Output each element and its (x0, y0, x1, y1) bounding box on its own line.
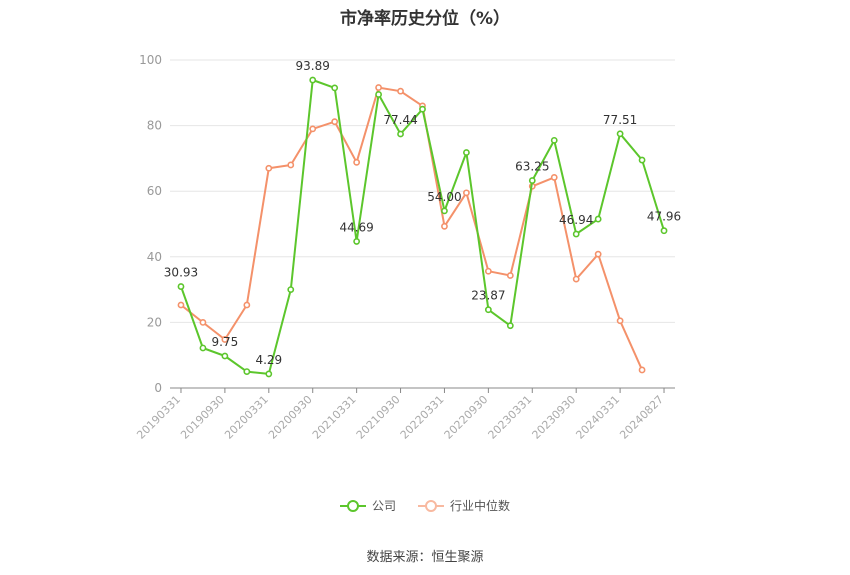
chart-title: 市净率历史分位（%） (339, 9, 511, 29)
company-point-4 (265, 370, 273, 378)
y-tick-label: 0 (154, 381, 162, 395)
company-point-9 (375, 91, 382, 98)
data-label-6: 93.89 (296, 59, 330, 73)
industry-point-5 (287, 161, 295, 169)
company-point-19 (594, 215, 602, 223)
legend: 公司 行业中位数 (0, 497, 850, 514)
company-point-1 (199, 344, 207, 352)
industry-point-19 (594, 250, 602, 258)
legend-company-marker (339, 499, 366, 513)
industry-point-15 (506, 272, 514, 279)
x-tick-label: 20210930 (354, 393, 403, 442)
company-point-13 (463, 149, 470, 156)
industry-point-18 (572, 275, 580, 283)
industry-point-10 (397, 87, 404, 95)
x-tick-label: 20240827 (617, 393, 666, 442)
company-point-14 (484, 306, 492, 314)
legend-item-company[interactable]: 公司 (339, 497, 396, 514)
industry-point-6 (309, 125, 317, 133)
company-point-20 (616, 130, 624, 138)
industry-point-1 (199, 318, 207, 326)
company-point-11 (419, 105, 426, 113)
industry-point-4 (265, 164, 273, 172)
series-line-industry-median (180, 86, 644, 371)
industry-point-9 (375, 84, 382, 91)
industry-point-20 (616, 317, 624, 325)
company-point-3 (243, 368, 251, 375)
data-label-20: 77.51 (603, 113, 637, 127)
company-point-2 (221, 352, 229, 360)
company-point-21 (638, 156, 646, 164)
x-tick-label: 20190930 (178, 393, 227, 442)
company-point-0 (177, 283, 185, 290)
company-point-8 (353, 238, 361, 245)
y-tick-label: 100 (139, 53, 162, 67)
industry-point-8 (353, 158, 361, 166)
x-tick-label: 20230331 (486, 393, 535, 442)
y-tick-label: 20 (147, 315, 162, 329)
x-tick-label: 20210331 (310, 393, 359, 442)
legend-industry-marker (418, 499, 444, 513)
y-tick-label: 80 (147, 119, 162, 133)
industry-point-13 (463, 189, 470, 197)
source-note: 数据来源：恒生聚源 (366, 550, 484, 565)
y-tick-label: 60 (147, 184, 162, 198)
company-point-15 (506, 322, 514, 330)
company-point-6 (309, 76, 317, 84)
industry-point-7 (331, 118, 339, 126)
company-point-16 (528, 177, 536, 184)
company-point-7 (331, 84, 339, 92)
company-point-5 (287, 286, 295, 293)
legend-industry-label: 行业中位数 (450, 499, 511, 513)
industry-point-12 (441, 222, 448, 230)
industry-point-3 (243, 301, 251, 309)
x-tick-label: 20200930 (266, 393, 315, 442)
data-label-18: 46.94 (559, 213, 593, 227)
data-label-8: 44.69 (339, 220, 373, 234)
company-point-10 (397, 130, 404, 138)
data-label-16: 63.25 (515, 160, 549, 174)
data-label-14: 23.87 (471, 289, 505, 303)
data-label-4: 4.29 (255, 353, 282, 367)
data-label-10: 77.44 (383, 113, 417, 127)
legend-item-industry-median[interactable]: 行业中位数 (418, 497, 510, 514)
industry-point-17 (550, 174, 558, 181)
x-tick-label: 20230930 (530, 393, 579, 442)
data-label-12: 54.00 (427, 190, 461, 204)
x-tick-label: 20220331 (398, 393, 447, 442)
x-tick-label: 20240331 (573, 393, 622, 442)
data-label-0: 30.93 (164, 266, 198, 280)
legend-company-label: 公司 (371, 499, 396, 513)
x-tick-label: 20220930 (442, 393, 491, 442)
x-tick-label: 20200331 (222, 393, 271, 442)
industry-point-0 (177, 301, 185, 309)
y-tick-label: 40 (147, 250, 162, 264)
industry-point-14 (484, 267, 492, 275)
data-label-2: 9.75 (212, 335, 239, 349)
company-point-22 (660, 227, 668, 235)
data-label-22: 47.96 (647, 210, 681, 224)
industry-point-21 (638, 366, 646, 374)
industry-point-2 (221, 336, 229, 343)
company-point-17 (550, 136, 558, 144)
x-tick-label: 20190331 (134, 393, 183, 442)
company-point-18 (572, 230, 580, 238)
company-point-12 (441, 207, 448, 215)
